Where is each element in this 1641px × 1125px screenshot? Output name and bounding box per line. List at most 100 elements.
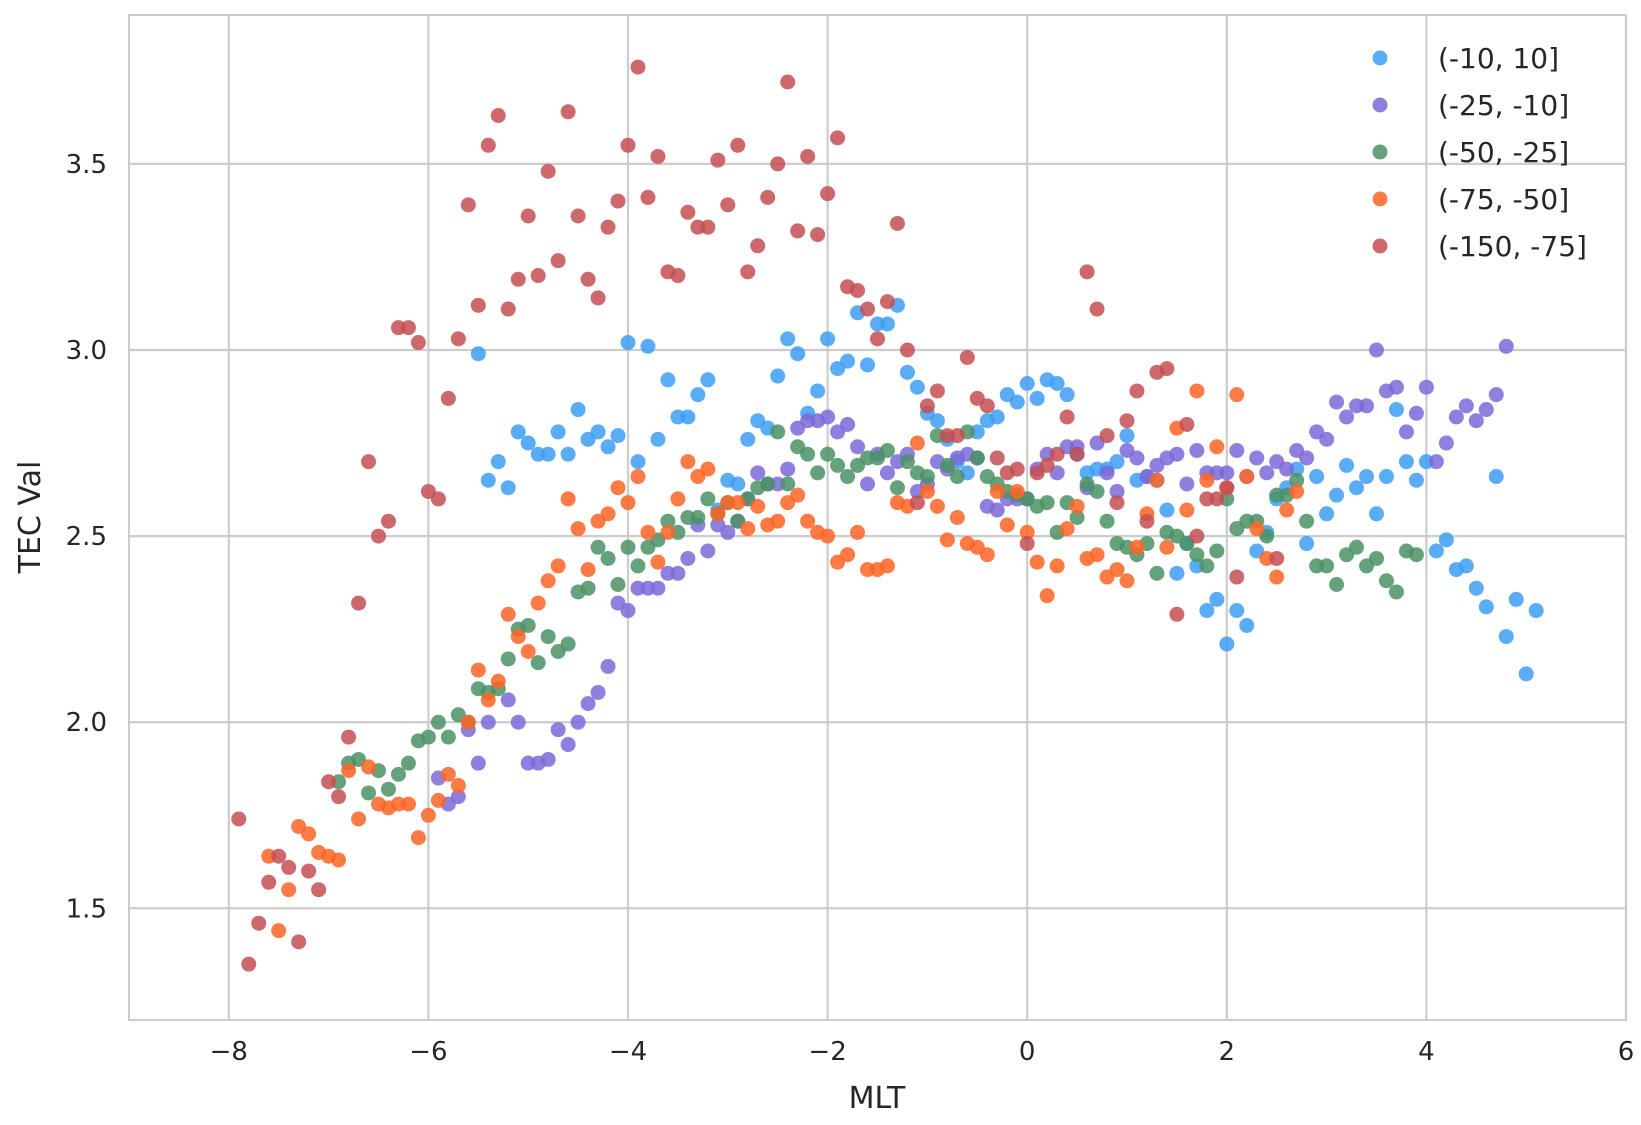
x-tick-label: 6 <box>1618 1037 1635 1067</box>
data-point <box>1319 506 1335 522</box>
legend-label: (-50, -25] <box>1438 136 1569 169</box>
data-point <box>580 562 596 578</box>
data-point <box>1159 539 1175 555</box>
data-point <box>1109 562 1125 578</box>
data-point <box>700 461 716 477</box>
data-point <box>1139 513 1155 529</box>
data-point <box>1339 409 1355 425</box>
data-point <box>899 342 915 358</box>
data-point <box>1189 383 1205 399</box>
data-point <box>690 387 706 403</box>
data-point <box>470 755 486 771</box>
data-point <box>550 722 566 738</box>
data-point <box>1209 543 1225 559</box>
data-point <box>540 446 556 462</box>
data-point <box>909 435 925 451</box>
data-point <box>700 491 716 507</box>
data-point <box>919 483 935 499</box>
data-point <box>460 714 476 730</box>
data-point <box>560 104 576 120</box>
data-point <box>600 439 616 455</box>
data-point <box>1069 510 1085 525</box>
y-tick-label: 2.5 <box>66 522 107 552</box>
data-point <box>1209 491 1225 507</box>
data-point <box>620 335 636 351</box>
data-point <box>261 874 277 890</box>
data-point <box>560 737 576 753</box>
data-point <box>710 506 726 522</box>
data-point <box>301 863 317 879</box>
data-point <box>700 219 716 235</box>
data-point <box>550 424 566 440</box>
data-point <box>560 636 576 652</box>
data-point <box>840 547 856 563</box>
data-point <box>1299 536 1315 552</box>
data-point <box>680 204 696 220</box>
data-point <box>850 524 866 540</box>
data-point <box>420 807 436 823</box>
data-point <box>510 629 526 645</box>
data-point <box>1289 483 1305 499</box>
data-point <box>1478 402 1494 418</box>
data-point <box>860 301 876 317</box>
data-point <box>879 316 895 332</box>
data-point <box>610 193 626 209</box>
data-point <box>1009 461 1025 477</box>
data-point <box>510 424 526 440</box>
data-point <box>830 457 846 473</box>
data-point <box>879 558 895 574</box>
data-point <box>1049 558 1065 574</box>
data-point <box>949 510 965 525</box>
data-point <box>600 219 616 235</box>
data-point <box>800 446 816 462</box>
data-point <box>1199 472 1215 488</box>
data-point <box>840 353 856 369</box>
data-point <box>1119 573 1135 589</box>
data-point <box>760 189 776 205</box>
data-point <box>720 524 736 540</box>
data-point <box>730 137 746 153</box>
data-point <box>490 673 506 689</box>
data-point <box>1039 588 1055 604</box>
data-point <box>520 644 536 659</box>
data-point <box>550 558 566 574</box>
data-point <box>1269 569 1285 585</box>
data-point <box>351 811 367 827</box>
data-point <box>530 595 546 611</box>
x-tick-label: −2 <box>808 1037 846 1067</box>
data-point <box>1349 480 1365 496</box>
data-point <box>979 547 995 563</box>
data-point <box>440 729 456 745</box>
data-point <box>720 197 736 213</box>
data-point <box>1189 443 1205 458</box>
x-tick-label: 4 <box>1418 1037 1435 1067</box>
data-point <box>560 491 576 507</box>
data-point <box>630 454 646 470</box>
data-point <box>1049 446 1065 462</box>
data-point <box>1438 435 1454 451</box>
data-point <box>1239 617 1255 633</box>
data-point <box>660 513 676 529</box>
data-point <box>1159 361 1175 377</box>
data-point <box>450 778 466 793</box>
data-point <box>400 755 416 771</box>
data-point <box>570 402 586 418</box>
data-point <box>1089 483 1105 499</box>
data-point <box>1129 383 1145 399</box>
legend-item: (-75, -50] <box>1372 183 1569 216</box>
data-point <box>540 573 556 589</box>
data-point <box>1289 472 1305 488</box>
plot-area-border <box>128 14 1627 1021</box>
data-point <box>770 513 786 529</box>
data-point <box>420 729 436 745</box>
data-point <box>1119 428 1135 444</box>
data-point <box>1109 454 1125 470</box>
y-tick-labels: 1.5 2.0 2.5 3.0 3.5 <box>66 150 107 924</box>
data-point <box>989 450 1005 466</box>
data-point <box>879 465 895 481</box>
data-point <box>371 528 386 544</box>
data-point <box>810 383 826 399</box>
data-point <box>1438 532 1454 548</box>
data-point <box>840 416 856 432</box>
